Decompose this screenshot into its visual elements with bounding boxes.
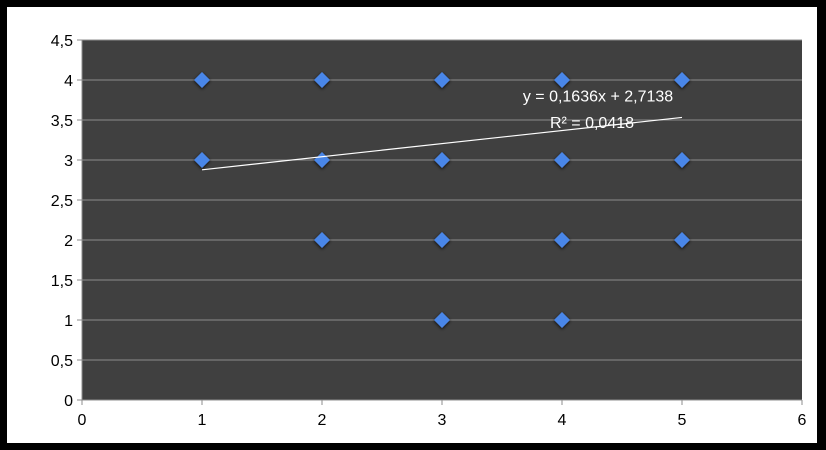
data-point xyxy=(434,72,450,88)
x-tick-label: 5 xyxy=(678,412,687,429)
data-point xyxy=(674,232,690,248)
data-point xyxy=(554,72,570,88)
y-tick-label: 3,5 xyxy=(51,113,73,130)
trendline xyxy=(201,116,683,171)
data-point xyxy=(554,312,570,328)
data-point xyxy=(434,152,450,168)
data-point xyxy=(674,152,690,168)
y-tick-label: 0 xyxy=(64,393,73,410)
data-point xyxy=(434,232,450,248)
x-tick-label: 4 xyxy=(558,412,567,429)
x-tick-label: 1 xyxy=(198,412,207,429)
y-tick-label: 4 xyxy=(64,73,73,90)
trendline-r-squared: R² = 0,0418 xyxy=(550,115,634,132)
data-point xyxy=(554,232,570,248)
y-tick-label: 1 xyxy=(64,313,73,330)
y-tick-label: 2,5 xyxy=(51,193,73,210)
data-point xyxy=(194,152,210,168)
data-point xyxy=(434,312,450,328)
y-tick-label: 0,5 xyxy=(51,353,73,370)
data-point xyxy=(314,72,330,88)
data-point xyxy=(194,72,210,88)
x-tick-label: 2 xyxy=(318,412,327,429)
y-tick-label: 3 xyxy=(64,153,73,170)
data-point xyxy=(674,72,690,88)
y-tick-label: 2 xyxy=(64,233,73,250)
x-tick-label: 6 xyxy=(798,412,807,429)
data-point xyxy=(314,232,330,248)
plot-area xyxy=(82,40,802,400)
y-tick-label: 4,5 xyxy=(51,33,73,50)
x-tick-label: 3 xyxy=(438,412,447,429)
trendline-equation: y = 0,1636x + 2,7138 xyxy=(523,89,673,106)
data-point xyxy=(554,152,570,168)
y-tick-label: 1,5 xyxy=(51,273,73,290)
x-tick-label: 0 xyxy=(78,412,87,429)
